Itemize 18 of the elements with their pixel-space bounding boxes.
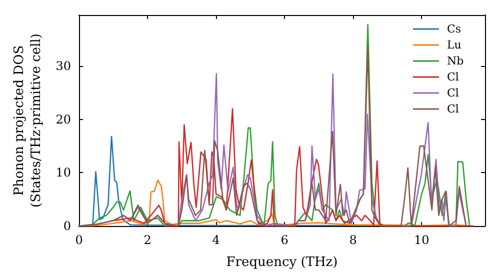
x-tick-label: 10 (414, 233, 430, 247)
y-tick-label: 0 (63, 219, 71, 233)
legend-label: Cl (447, 86, 460, 100)
legend-label: Lu (447, 38, 462, 52)
legend-label: Cl (447, 102, 460, 116)
x-tick-label: 6 (280, 233, 288, 247)
legend-label: Cs (447, 22, 462, 36)
x-tick-label: 0 (75, 233, 83, 247)
x-axis-title: Frequency (THz) (226, 255, 338, 270)
x-tick-label: 4 (212, 233, 220, 247)
y-tick-label: 30 (56, 59, 71, 74)
x-tick-label: 8 (349, 233, 357, 247)
y-tick-label: 10 (56, 166, 71, 180)
y-axis-title: Phonon projected DOS (States/THz·primitive cell) (12, 33, 44, 208)
y-tick-label: 20 (56, 112, 71, 126)
legend-label: Cl (447, 70, 460, 84)
legend-label: Nb (447, 54, 464, 68)
x-tick-label: 2 (144, 233, 152, 247)
